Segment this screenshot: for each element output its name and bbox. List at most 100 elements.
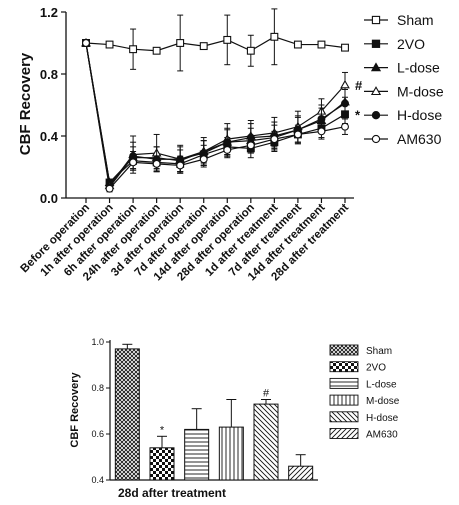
data-point [199,42,208,51]
line-chart-y-tick-label: 0.0 [40,191,58,206]
line-series-path [85,42,346,191]
line-series-L-dose [81,37,350,187]
legend-swatch [329,394,359,406]
bar [114,348,140,481]
bar [184,428,210,481]
data-point [129,45,138,54]
line-series-path [85,42,346,189]
data-point [246,141,255,150]
bar-chart-y-tick-label: 0.8 [91,383,104,393]
data-point [317,127,326,136]
bar-chart-axes [109,340,318,481]
bar-chart-y-axis-label: CBF Recovery [69,372,81,448]
data-point [82,39,90,47]
line-chart-annotation: * [355,107,361,122]
data-point [129,158,138,167]
legend-label: 2VO [397,36,425,52]
legend-swatch [329,377,359,389]
bar-chart-y-tick-label: 1.0 [91,337,104,347]
line-series-2VO [82,39,349,187]
bar-group-L-dose [184,408,210,481]
bar [218,426,244,481]
legend-marker [370,62,382,72]
data-point [223,35,232,44]
line-series-path [85,42,346,184]
line-chart-annotations: #* [355,78,363,122]
data-point [270,135,279,144]
legend-label: L-dose [366,379,397,390]
legend-label: M-dose [366,396,400,407]
data-point [105,184,114,193]
data-point [199,155,208,164]
bar [253,403,279,481]
bar-group-2VO: * [149,424,175,481]
legend-marker [371,15,381,25]
line-chart-legend: Sham 2VO L-dose M-dose H-dose AM630 [364,12,444,147]
legend-marker [371,111,381,120]
bar-annotation: # [263,388,270,400]
legend-swatch [329,361,359,373]
bar-annotation: * [160,424,165,436]
data-point [317,114,326,123]
legend-label: AM630 [397,131,442,147]
data-point [341,122,349,131]
legend-label: H-dose [397,107,442,123]
line-series-path [85,36,346,52]
data-point [270,32,279,41]
line-series-M-dose [81,37,350,190]
line-chart-y-tick-label: 0.4 [40,129,59,144]
bar-chart-legend: Sham 2VO L-dose M-dose H-dose AM630 [329,344,400,441]
bar [288,465,314,481]
bar-group-Sham [114,343,140,481]
data-point [341,43,349,52]
bar-group-H-dose: # [253,388,279,481]
bar-group-M-dose [218,399,244,481]
line-series-path [85,42,346,188]
legend-label: M-dose [397,83,444,99]
legend-label: H-dose [366,413,399,424]
data-point [293,40,302,49]
line-series-path [85,42,346,184]
legend-marker [371,39,381,48]
data-point [317,40,326,49]
line-chart-annotation: # [355,78,363,93]
data-point [152,46,161,55]
bar-chart: CBF Recovery 28d after treatment 0.40.60… [69,337,400,500]
line-chart-series [81,8,350,193]
line-chart-y-axis-label: CBF Recovery [17,52,34,155]
line-chart-y-tick-label: 0.8 [40,67,58,82]
legend-swatch [329,344,359,356]
data-point [223,146,232,154]
legend-label: L-dose [397,60,440,76]
legend-label: 2VO [366,363,386,374]
line-chart: CBF Recovery 0.0 0.4 0.8 1.2 Before operati… [17,5,444,283]
bar-chart-y-tick-label: 0.6 [91,429,104,439]
data-point [340,79,350,89]
bar-group-AM630 [288,454,314,481]
legend-label: AM630 [366,430,398,441]
bar [149,447,175,481]
data-point [105,40,114,49]
data-point [246,46,255,55]
bar-chart-x-axis-label: 28d after treatment [118,486,226,500]
legend-label: Sham [366,346,392,357]
legend-marker [370,86,382,96]
bar-chart-bars: *# [114,343,314,481]
bar-chart-y-ticks: 0.4 0.6 0.8 1.0 [91,337,110,485]
data-point [176,161,185,170]
legend-swatch [329,428,359,439]
data-point [152,159,161,168]
legend-marker [371,134,381,144]
line-series-AM630 [82,39,349,193]
line-chart-y-tick-label: 1.2 [40,5,58,20]
line-chart-y-ticks: 0.0 0.4 0.8 1.2 [40,5,66,206]
line-series-Sham [82,8,349,72]
data-point [293,130,302,139]
legend-label: Sham [397,12,434,28]
data-point [341,99,349,108]
line-chart-axes [65,12,354,199]
legend-swatch [329,411,359,423]
bar-chart-y-tick-label: 0.4 [91,475,104,485]
